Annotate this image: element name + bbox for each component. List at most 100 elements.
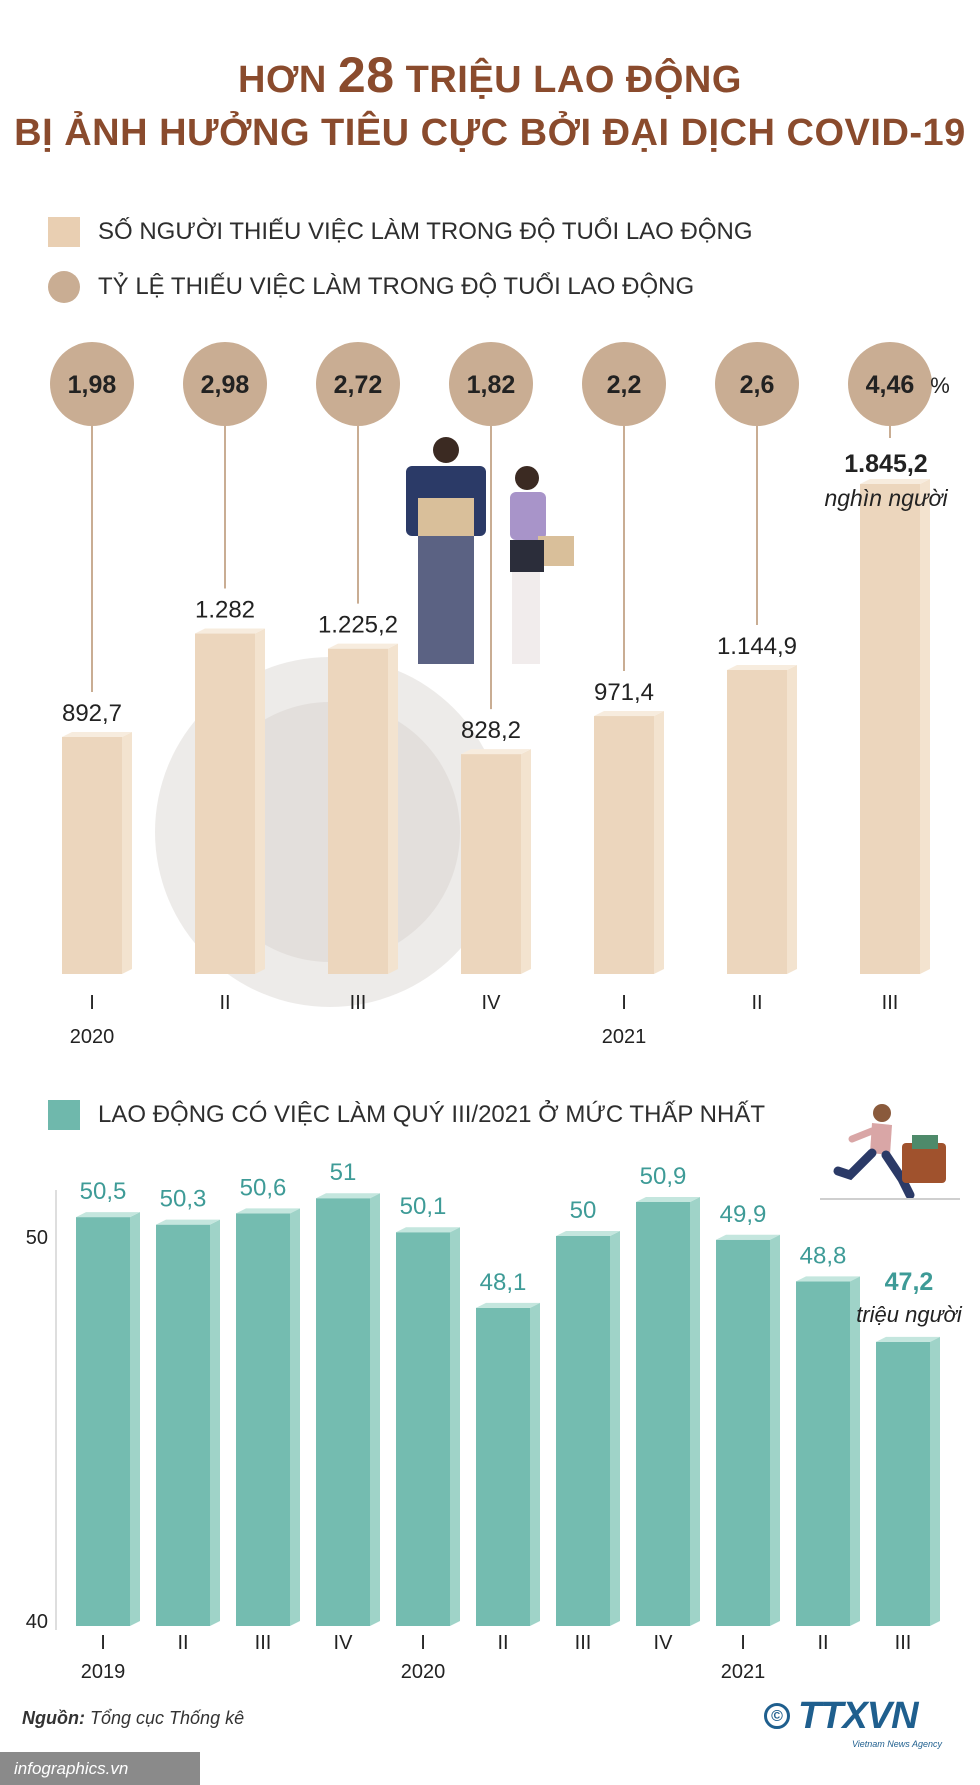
title-prefix: HƠN (238, 59, 327, 101)
count-bar (727, 669, 787, 974)
count-label: 1.225,2 (318, 612, 398, 639)
legend-circle-icon (48, 271, 80, 303)
woman-head (515, 466, 539, 490)
quarter-label: III (882, 992, 899, 1014)
man-box (418, 498, 474, 536)
employment-bar-side (370, 1193, 380, 1626)
employment-bar (556, 1236, 610, 1626)
underemployment-chart: 1,98892,7I2,981.282II2,721.225,2III1,828… (50, 342, 950, 1048)
title-number: 28 (337, 47, 395, 103)
quarter-label: II (751, 992, 762, 1014)
rate-label: 2,2 (607, 371, 642, 399)
count-bar-side (255, 628, 265, 974)
employment-bar-side (850, 1276, 860, 1626)
woman-legs (512, 572, 540, 664)
employment-unit-label: triệu người (856, 1302, 963, 1327)
y-tick-label: 40 (26, 1611, 48, 1633)
rate-circle (582, 342, 666, 426)
count-bar (62, 736, 122, 974)
quarter-label: IV (334, 1632, 354, 1654)
employment-bar-top (316, 1193, 380, 1199)
rate-circle (715, 342, 799, 426)
rate-circle (50, 342, 134, 426)
employment-value-label: 47,2 (885, 1268, 934, 1296)
employment-value-label: 49,9 (720, 1201, 767, 1228)
legend-employed: LAO ĐỘNG CÓ VIỆC LÀM QUÝ III/2021 Ở MỨC … (48, 1100, 765, 1130)
count-bar (461, 754, 521, 974)
workers-illustration (406, 437, 574, 664)
count-bar-side (920, 479, 930, 974)
count-bar-top (594, 711, 664, 717)
employment-value-label: 51 (330, 1160, 357, 1186)
rate-label: 2,98 (201, 371, 250, 399)
employment-chart: 504050,5I50,3II50,6III51IV50,1I48,1II50I… (26, 1160, 963, 1680)
employment-bar (236, 1213, 290, 1626)
year-label: 2021 (721, 1661, 766, 1680)
employment-value-label: 50 (570, 1197, 597, 1224)
year-label: 2020 (401, 1661, 446, 1680)
quarter-label: II (817, 1632, 828, 1654)
count-bar-side (122, 731, 132, 974)
employment-bar-side (690, 1196, 700, 1626)
rate-unit-label: % (930, 373, 950, 398)
employment-value-label: 50,5 (80, 1178, 127, 1205)
man-legs (418, 536, 474, 664)
year-label: 2019 (81, 1661, 126, 1680)
legend-employed-label: LAO ĐỘNG CÓ VIỆC LÀM QUÝ III/2021 Ở MỨC … (98, 1101, 766, 1128)
employment-bar (796, 1281, 850, 1626)
quarter-label: II (219, 992, 230, 1014)
woman-body (510, 492, 546, 540)
count-bar-top (727, 664, 797, 670)
employment-value-label: 48,8 (800, 1242, 847, 1269)
logo-brand: TTXVN (798, 1695, 919, 1737)
year-label: 2020 (70, 1026, 115, 1048)
employment-bar (876, 1341, 930, 1626)
count-label: 1.144,9 (717, 633, 797, 660)
legend-count-label: SỐ NGƯỜI THIẾU VIỆC LÀM TRONG ĐỘ TUỔI LA… (98, 218, 753, 245)
employment-bar-top (76, 1212, 140, 1218)
footer-site[interactable]: infographics.vn (0, 1752, 200, 1785)
quarter-label: I (100, 1632, 106, 1654)
count-bar-top (860, 479, 930, 484)
count-bar-side (654, 711, 664, 974)
employment-bar-side (610, 1231, 620, 1626)
count-label: 1.845,2 (844, 450, 927, 478)
count-label: 828,2 (461, 717, 521, 744)
rate-circle (183, 342, 267, 426)
employment-bar-top (476, 1302, 540, 1308)
legend-square-icon (48, 217, 80, 247)
employment-bar (76, 1217, 130, 1626)
page-title-line1: HƠN 28 TRIỆU LAO ĐỘNG (0, 46, 980, 104)
employment-bar (316, 1198, 370, 1626)
quarter-label: I (740, 1632, 746, 1654)
employment-bar-top (556, 1231, 620, 1236)
employment-bar-side (530, 1302, 540, 1626)
count-bar-side (787, 664, 797, 974)
employment-value-label: 50,1 (400, 1193, 447, 1220)
y-tick-label: 50 (26, 1227, 48, 1249)
quarter-label: III (575, 1632, 592, 1654)
employment-bar-top (876, 1336, 940, 1342)
title-suffix: TRIỆU LAO ĐỘNG (405, 59, 742, 101)
count-label: 892,7 (62, 700, 122, 727)
employment-bar-side (930, 1336, 940, 1626)
ttxvn-logo: © TTXVN Vietnam News Agency (764, 1695, 946, 1755)
quarter-label: II (177, 1632, 188, 1654)
copyright-icon: © (764, 1703, 790, 1729)
year-label: 2021 (602, 1026, 647, 1048)
page-title-line2: BỊ ẢNH HƯỞNG TIÊU CỰC BỞI ĐẠI DỊCH COVID… (14, 112, 966, 154)
legend-teal-square-icon (48, 1100, 80, 1130)
quarter-label: III (895, 1632, 912, 1654)
count-bar-top (195, 628, 265, 634)
count-bar (328, 648, 388, 974)
count-bar (594, 716, 654, 974)
rate-circle (316, 342, 400, 426)
employment-bar-top (796, 1276, 860, 1282)
employment-bar-top (636, 1196, 700, 1202)
legend-count: SỐ NGƯỜI THIẾU VIỆC LÀM TRONG ĐỘ TUỔI LA… (48, 217, 753, 247)
woman-skirt (510, 540, 544, 572)
employment-bar-top (396, 1227, 460, 1233)
count-bar-top (328, 643, 398, 649)
count-label: 1.282 (195, 597, 255, 624)
quarter-label: I (89, 992, 95, 1014)
